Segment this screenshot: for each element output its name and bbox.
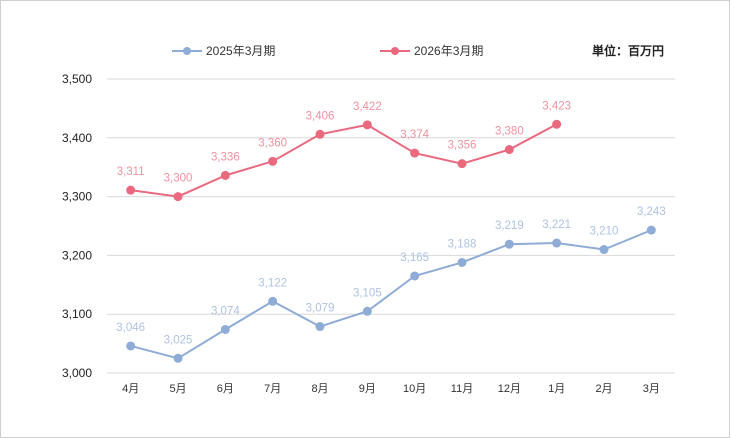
x-tick-label: 7月	[264, 383, 281, 395]
data-label: 3,243	[637, 206, 666, 218]
x-tick-label: 3月	[643, 383, 660, 395]
data-point	[552, 238, 562, 248]
data-point	[504, 239, 514, 249]
data-point	[457, 257, 467, 267]
data-label: 3,356	[448, 140, 477, 152]
x-tick-label: 8月	[311, 383, 328, 395]
data-label: 3,188	[448, 238, 477, 250]
data-label: 3,380	[495, 126, 524, 138]
data-point	[220, 324, 230, 334]
data-point	[362, 306, 372, 316]
data-point	[410, 148, 420, 158]
series-line-0	[130, 229, 652, 360]
y-tick-label: 3,500	[62, 72, 92, 86]
y-tick-label: 3,000	[62, 366, 92, 380]
x-tick-label: 1月	[548, 383, 565, 395]
x-tick-label: 6月	[217, 383, 234, 395]
x-tick-label: 10月	[403, 383, 426, 395]
y-tick-label: 3,400	[62, 131, 92, 145]
data-point	[362, 120, 372, 130]
data-point	[173, 353, 183, 363]
data-label: 3,219	[495, 220, 524, 232]
y-tick-label: 3,100	[62, 307, 92, 321]
data-label: 3,300	[164, 173, 193, 185]
series-line-1	[130, 123, 558, 198]
data-label: 3,046	[116, 322, 145, 334]
y-tick-label: 3,300	[62, 190, 92, 204]
data-point	[126, 341, 136, 351]
data-point	[599, 245, 609, 255]
data-point	[552, 119, 562, 129]
data-point	[315, 322, 325, 332]
data-label: 3,079	[306, 303, 335, 315]
data-label: 3,311	[117, 166, 145, 178]
legend-label-2026: 2026年3月期	[414, 44, 484, 58]
x-tick-label: 2月	[595, 383, 612, 395]
data-point	[268, 296, 278, 306]
data-label: 3,025	[164, 334, 193, 346]
x-tick-label: 4月	[122, 383, 139, 395]
data-point	[410, 271, 420, 281]
data-point	[315, 129, 325, 139]
data-label: 3,374	[400, 129, 429, 141]
y-tick-label: 3,200	[62, 248, 92, 262]
legend-marker-2025	[172, 46, 202, 55]
data-label: 3,221	[542, 219, 571, 231]
data-point	[126, 185, 136, 195]
x-tick-label: 9月	[359, 383, 376, 395]
legend-marker-2026	[380, 46, 410, 55]
data-point	[268, 156, 278, 166]
legend-label-2025: 2025年3月期	[206, 44, 276, 58]
legend-item-2026: 2026年3月期	[380, 42, 483, 59]
x-tick-label: 11月	[451, 383, 473, 395]
data-label: 3,360	[258, 137, 287, 149]
data-label: 3,074	[211, 305, 240, 317]
x-tick-label: 12月	[498, 383, 521, 395]
data-point	[220, 170, 230, 180]
data-label: 3,336	[211, 151, 240, 163]
data-label: 3,210	[590, 226, 619, 238]
data-point	[646, 225, 656, 235]
unit-label: 単位：百万円	[592, 44, 665, 58]
data-point	[504, 145, 514, 155]
data-label: 3,105	[353, 287, 382, 299]
data-label: 3,406	[306, 110, 335, 122]
data-point	[457, 159, 467, 169]
legend-item-2025: 2025年3月期	[172, 42, 275, 59]
data-point	[173, 192, 183, 202]
data-label: 3,122	[258, 277, 287, 289]
data-label: 3,165	[400, 252, 429, 264]
x-tick-label: 5月	[169, 383, 186, 395]
data-label: 3,422	[353, 101, 382, 113]
data-label: 3,423	[542, 100, 571, 112]
